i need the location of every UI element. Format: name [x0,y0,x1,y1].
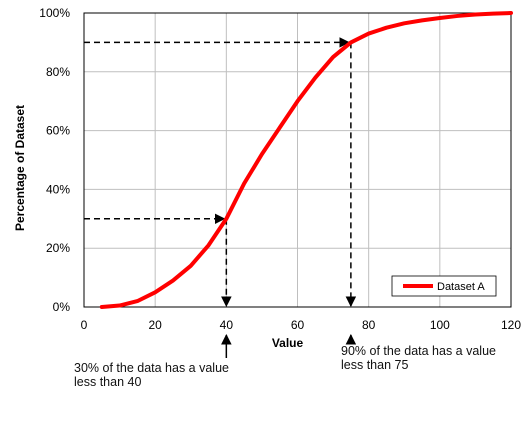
plot-area-border [83,12,512,308]
legend: Dataset A [391,275,497,297]
y-tick-label-20: 20% [46,241,70,255]
y-tick-label-40: 40% [46,182,70,196]
annotation-guides [84,37,357,358]
x-tick-label-100: 100 [430,318,450,332]
x-tick-label-0: 0 [81,318,88,332]
y-tick-label-80: 80% [46,65,70,79]
x-tick-label-40: 40 [220,318,234,332]
x-axis-label: Value [272,336,304,350]
y-tick-label-100: 100% [39,6,70,20]
annotation-30-line-1: 30% of the data has a value [74,361,229,375]
annotation-30-line-2: less than 40 [74,375,142,389]
x-tick-label-20: 20 [148,318,162,332]
legend-box [391,275,497,297]
legend-label-dataset-a: Dataset A [437,281,485,293]
y-tick-label-60: 60% [46,124,70,138]
tick-labels: 0 20 40 60 80 100 120 0% 20% 40% 60% 80% 100% [39,6,521,332]
grid-lines [84,13,511,307]
x-tick-label-60: 60 [291,318,305,332]
x-tick-label-120: 120 [501,318,521,332]
y-tick-label-0: 0% [53,300,71,314]
annotation-90-line-2: less than 75 [341,358,409,372]
annotation-90-line-1: 90% of the data has a value [341,344,496,358]
y-axis-label: Percentage of Dataset [13,105,27,231]
x-tick-label-80: 80 [362,318,376,332]
series-line-dataset-a [99,11,513,309]
annotation-90-percent: 90% of the data has a value less than 75 [341,344,496,372]
annotation-30-percent: 30% of the data has a value less than 40 [74,361,229,389]
